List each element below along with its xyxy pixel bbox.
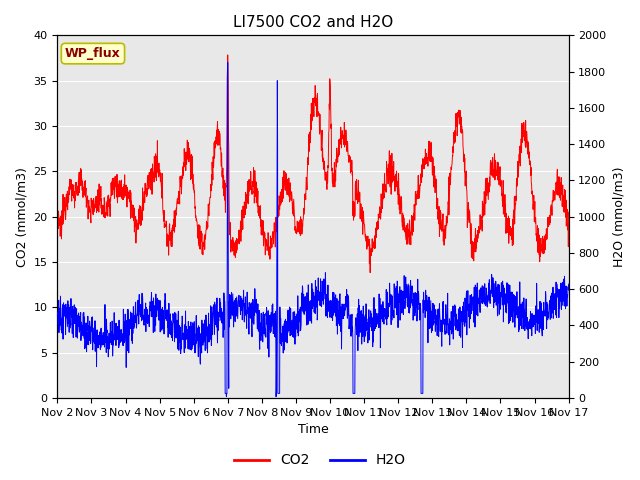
Text: WP_flux: WP_flux: [65, 47, 121, 60]
Y-axis label: CO2 (mmol/m3): CO2 (mmol/m3): [15, 167, 28, 266]
Y-axis label: H2O (mmol/m3): H2O (mmol/m3): [612, 167, 625, 267]
Title: LI7500 CO2 and H2O: LI7500 CO2 and H2O: [233, 15, 393, 30]
Legend: CO2, H2O: CO2, H2O: [228, 448, 412, 473]
X-axis label: Time: Time: [298, 423, 328, 436]
